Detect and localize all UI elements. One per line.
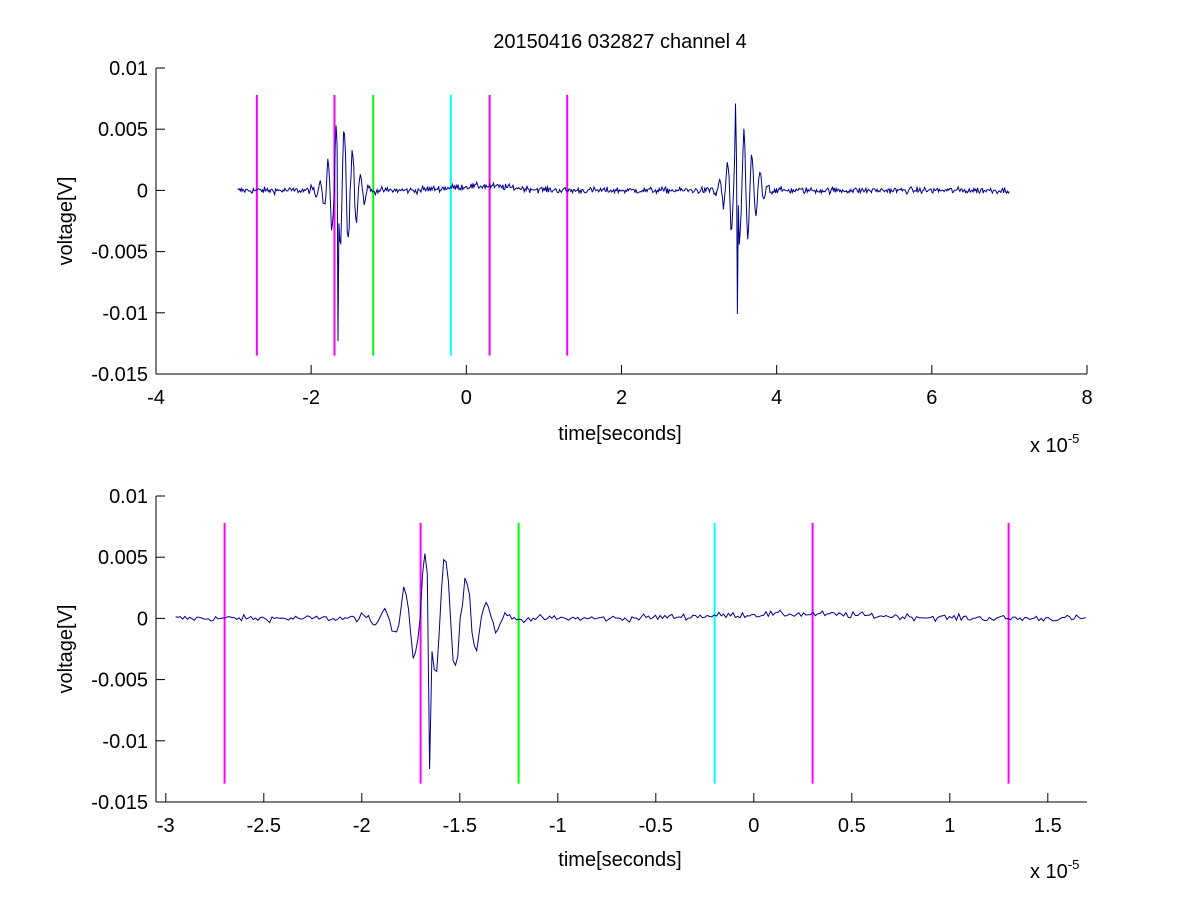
top-x-exponent: x 10-5 <box>1030 431 1079 457</box>
top-y-tick-label: -0.01 <box>102 303 148 325</box>
top-y-tick-label: -0.015 <box>91 364 148 386</box>
bottom-x-tick-label: -1 <box>549 815 567 837</box>
bottom-x-exponent: x 10-5 <box>1030 857 1079 883</box>
bottom-x-tick-label: -2.5 <box>247 815 281 837</box>
top-x-tick-label: 2 <box>616 387 627 409</box>
bottom-y-tick-label: -0.015 <box>91 792 148 814</box>
bottom-axes <box>155 496 1087 803</box>
top-signal-layer <box>237 103 1010 342</box>
bottom-y-tick-label: -0.005 <box>91 670 148 692</box>
top-y-tick-label: 0.005 <box>98 119 148 141</box>
bottom-y-tick-label: 0.005 <box>98 547 148 569</box>
top-signal-series <box>237 103 1010 342</box>
bottom-x-exponent-base: x 10 <box>1030 861 1068 883</box>
bottom-x-tick-label: -3 <box>157 815 175 837</box>
top-vertical-markers <box>255 94 569 356</box>
top-ticks: -4 -2 0 2 4 6 8 -0.015 -0.01 -0.005 0 0.005 0.01 <box>91 58 1092 409</box>
top-x-tick-label: -2 <box>302 387 320 409</box>
bottom-x-tick-label: -0.5 <box>639 815 673 837</box>
bottom-signal-series <box>175 553 1086 770</box>
top-y-tick-label: 0 <box>137 180 148 202</box>
bottom-y-axis-label: voltage[V] <box>55 605 77 694</box>
top-y-axis-label: voltage[V] <box>55 177 77 266</box>
top-x-tick-label: 6 <box>926 387 937 409</box>
top-x-tick-label: 4 <box>771 387 782 409</box>
top-x-tick-label: -4 <box>147 387 165 409</box>
bottom-signal-layer <box>175 553 1086 770</box>
top-x-tick-label: 8 <box>1081 387 1092 409</box>
bottom-x-axis-label: time[seconds] <box>558 849 681 871</box>
top-x-tick-label: 0 <box>461 387 472 409</box>
bottom-subplot: -3 -2.5 -2 -1.5 -1 -0.5 0 0.5 1 1.5 -0.015 -0.01 -0.… <box>55 486 1087 883</box>
top-x-axis-label: time[seconds] <box>558 423 681 445</box>
top-y-tick-label: -0.005 <box>91 242 148 264</box>
bottom-y-tick-label: 0 <box>137 608 148 630</box>
top-y-tick-label: 0.01 <box>109 58 148 80</box>
top-subplot: -4 -2 0 2 4 6 8 -0.015 -0.01 -0.005 0 0.005 0.01 tim… <box>55 58 1093 457</box>
bottom-x-tick-label: 1.5 <box>1034 815 1062 837</box>
top-x-exponent-power: -5 <box>1068 431 1080 446</box>
top-x-exponent-base: x 10 <box>1030 435 1068 457</box>
figure-title: 20150416 032827 channel 4 <box>493 31 747 53</box>
bottom-y-tick-label: -0.01 <box>102 731 148 753</box>
bottom-ticks: -3 -2.5 -2 -1.5 -1 -0.5 0 0.5 1 1.5 -0.015 -0.01 -0.… <box>91 486 1061 837</box>
bottom-vertical-markers <box>223 522 1010 784</box>
bottom-x-tick-label: 1 <box>944 815 955 837</box>
bottom-x-tick-label: 0 <box>748 815 759 837</box>
bottom-x-exponent-power: -5 <box>1068 857 1080 872</box>
bottom-y-tick-label: 0.01 <box>109 486 148 508</box>
bottom-x-tick-label: -1.5 <box>443 815 477 837</box>
bottom-x-tick-label: -2 <box>353 815 371 837</box>
bottom-x-tick-label: 0.5 <box>838 815 866 837</box>
